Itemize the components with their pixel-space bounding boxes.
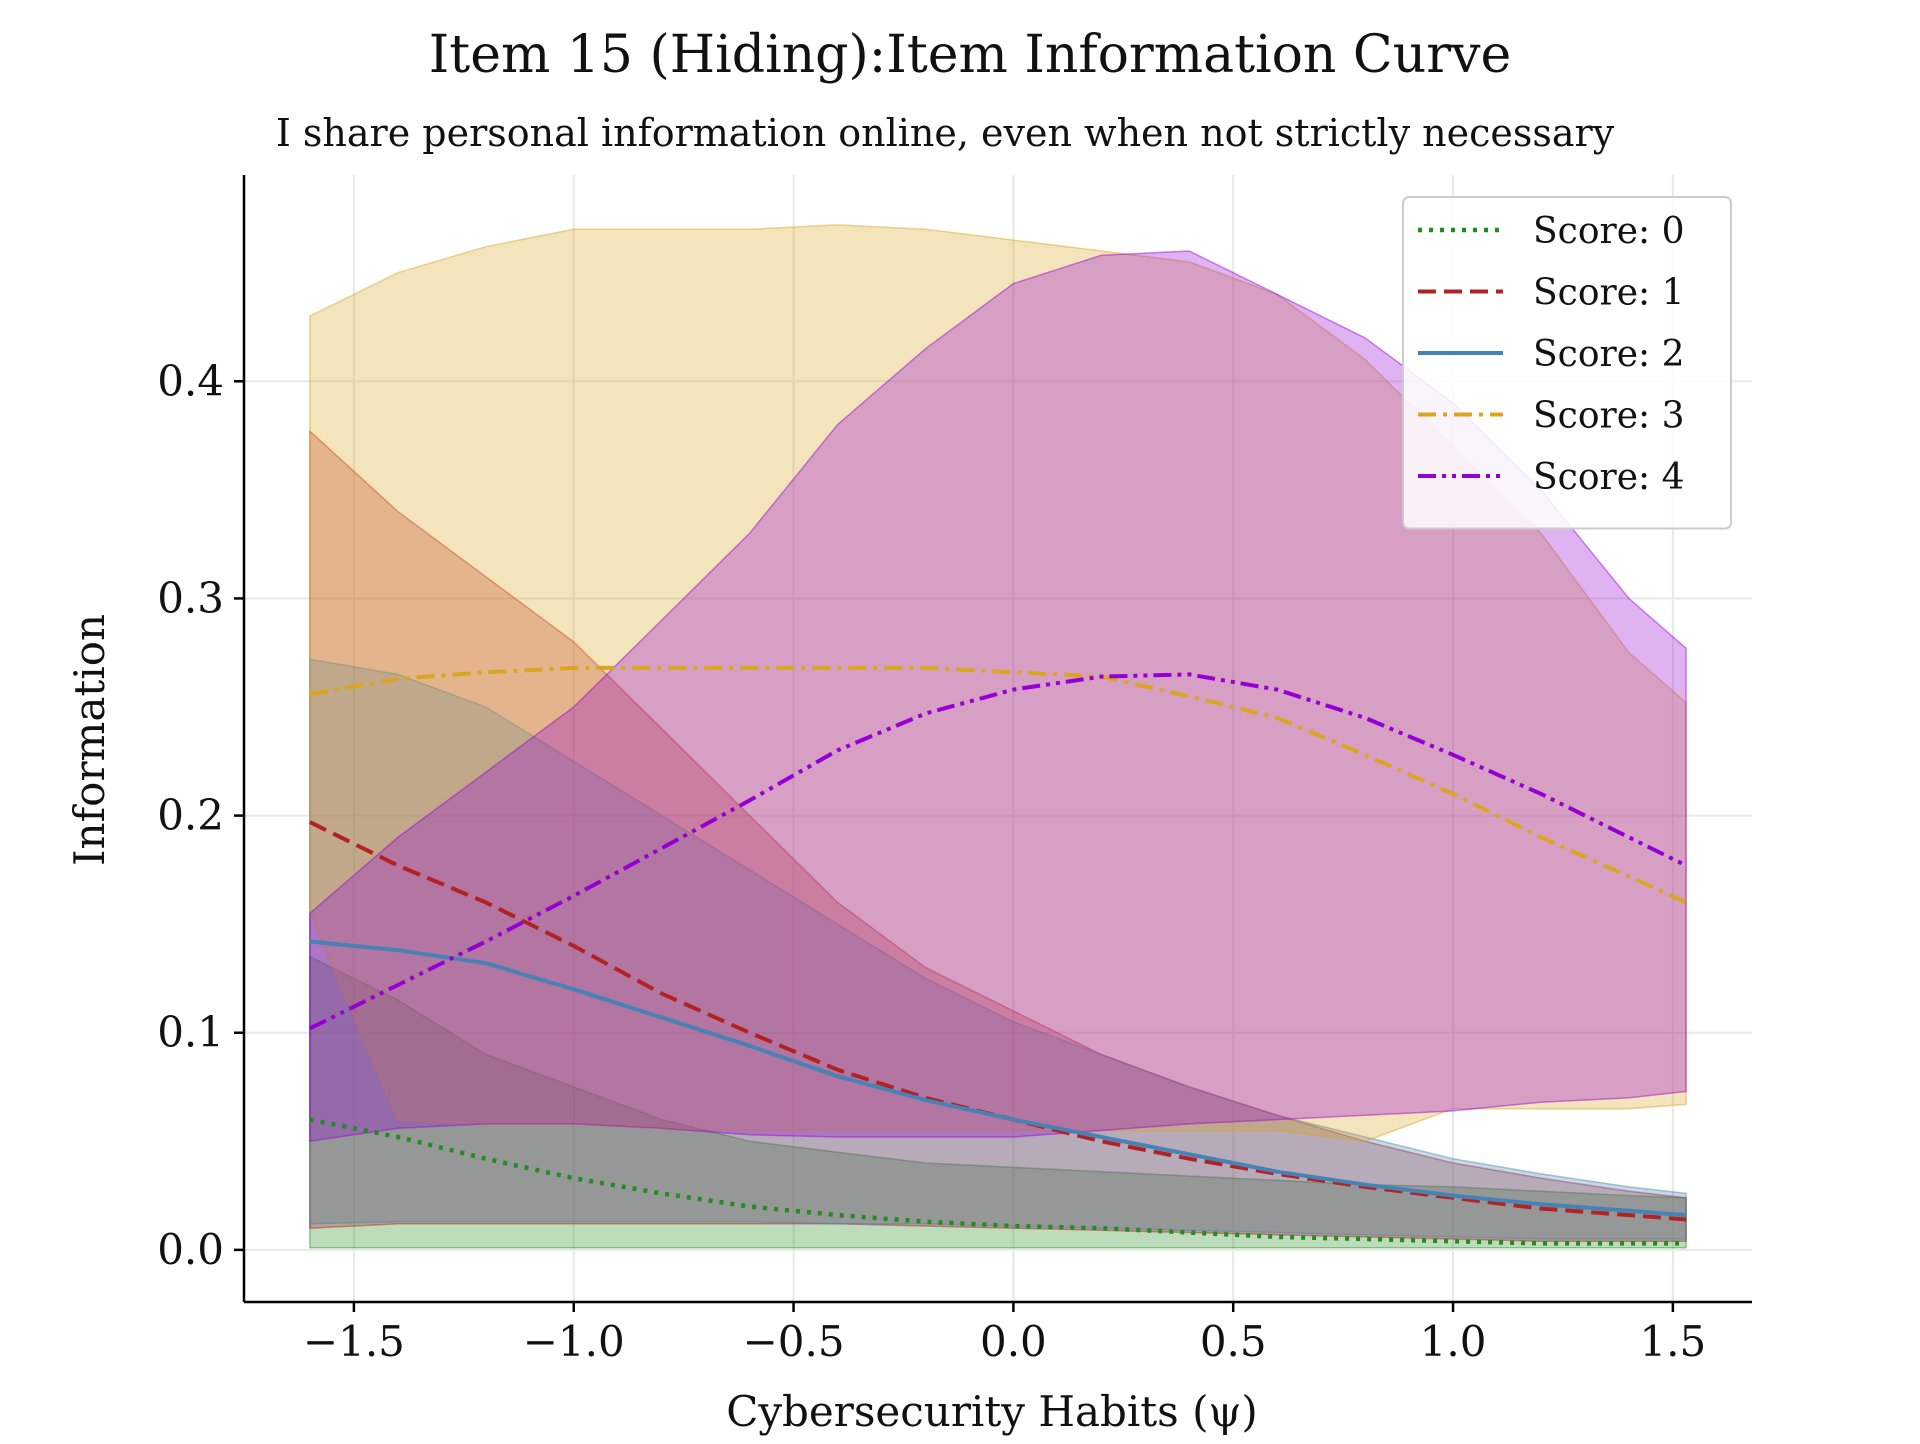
tick-labels: −1.5 −1.0 −0.5 0.0 0.5 1.0 1.5 0.0 0.1 0.2 0.3 0.4: [157, 356, 1706, 1366]
x-axis-label: Cybersecurity Habits (ψ): [726, 1387, 1258, 1436]
confidence-band-score-0: [309, 955, 1687, 1249]
confidence-band-score-4: [309, 250, 1687, 1143]
legend: Score: 0 Score: 1 Score: 2 Score: 3 Score: 4: [1402, 196, 1732, 530]
y-tick-label: 0.2: [157, 791, 224, 840]
x-tick-label: 1.0: [1420, 1317, 1487, 1366]
x-tick-label: −1.5: [303, 1317, 405, 1366]
confidence-bands: [309, 224, 1687, 1249]
legend-frame: [1402, 196, 1732, 530]
series-line-score-2: [309, 939, 1687, 1218]
x-tick-label: −0.5: [743, 1317, 845, 1366]
series-line-score-3: [309, 665, 1687, 905]
legend-label-score-4: Score: 4: [1533, 457, 1685, 498]
legend-label-score-2: Score: 2: [1533, 334, 1685, 375]
y-tick-label: 0.3: [157, 573, 224, 622]
y-tick-label: 0.1: [157, 1008, 224, 1057]
x-tick-label: 1.5: [1639, 1317, 1706, 1366]
series-lines: [309, 665, 1687, 1246]
x-tick-label: −1.0: [523, 1317, 625, 1366]
y-tick-label: 0.0: [157, 1225, 224, 1274]
legend-label-score-0: Score: 0: [1533, 211, 1685, 252]
y-axis-label: Information: [65, 614, 114, 866]
confidence-band-score-2: [309, 658, 1687, 1240]
x-tick-label: 0.0: [980, 1317, 1047, 1366]
y-tick-label: 0.4: [157, 356, 224, 405]
chart-title: Item 15 (Hiding):Item Information Curve: [429, 25, 1511, 85]
x-tick-label: 0.5: [1200, 1317, 1267, 1366]
chart-subtitle: I share personal information online, eve…: [276, 111, 1615, 155]
axes: [242, 175, 1752, 1304]
confidence-band-score-3: [309, 224, 1687, 1143]
legend-label-score-1: Score: 1: [1533, 273, 1685, 314]
legend-label-score-3: Score: 3: [1533, 396, 1685, 437]
series-line-score-4: [309, 672, 1687, 1031]
